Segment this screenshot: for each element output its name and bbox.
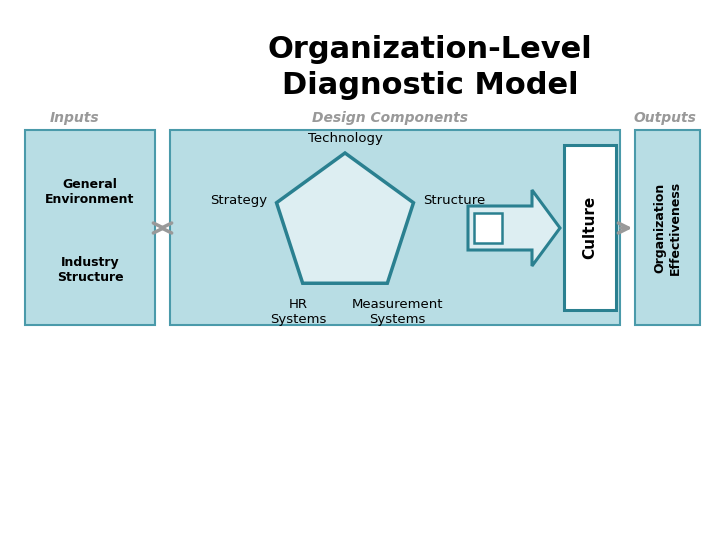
Text: Inputs: Inputs <box>50 111 100 125</box>
Text: Organization
Effectiveness: Organization Effectiveness <box>654 180 682 274</box>
Text: Design Components: Design Components <box>312 111 468 125</box>
Text: Measurement
Systems: Measurement Systems <box>351 298 443 326</box>
FancyBboxPatch shape <box>170 130 620 325</box>
FancyBboxPatch shape <box>25 130 155 325</box>
Text: HR
Systems: HR Systems <box>270 298 326 326</box>
Polygon shape <box>468 190 560 266</box>
Text: Strategy: Strategy <box>210 194 267 207</box>
Text: Culture: Culture <box>582 196 598 259</box>
Polygon shape <box>276 153 413 284</box>
Text: Diagnostic Model: Diagnostic Model <box>282 71 578 99</box>
FancyBboxPatch shape <box>635 130 700 325</box>
FancyBboxPatch shape <box>474 213 502 243</box>
Text: Industry
Structure: Industry Structure <box>57 256 123 285</box>
FancyBboxPatch shape <box>564 145 616 310</box>
Text: General
Environment: General Environment <box>45 178 135 206</box>
Text: Outputs: Outputs <box>634 111 696 125</box>
Text: Technology: Technology <box>307 132 382 145</box>
Text: Organization-Level: Organization-Level <box>268 36 593 64</box>
Text: Structure: Structure <box>423 194 485 207</box>
